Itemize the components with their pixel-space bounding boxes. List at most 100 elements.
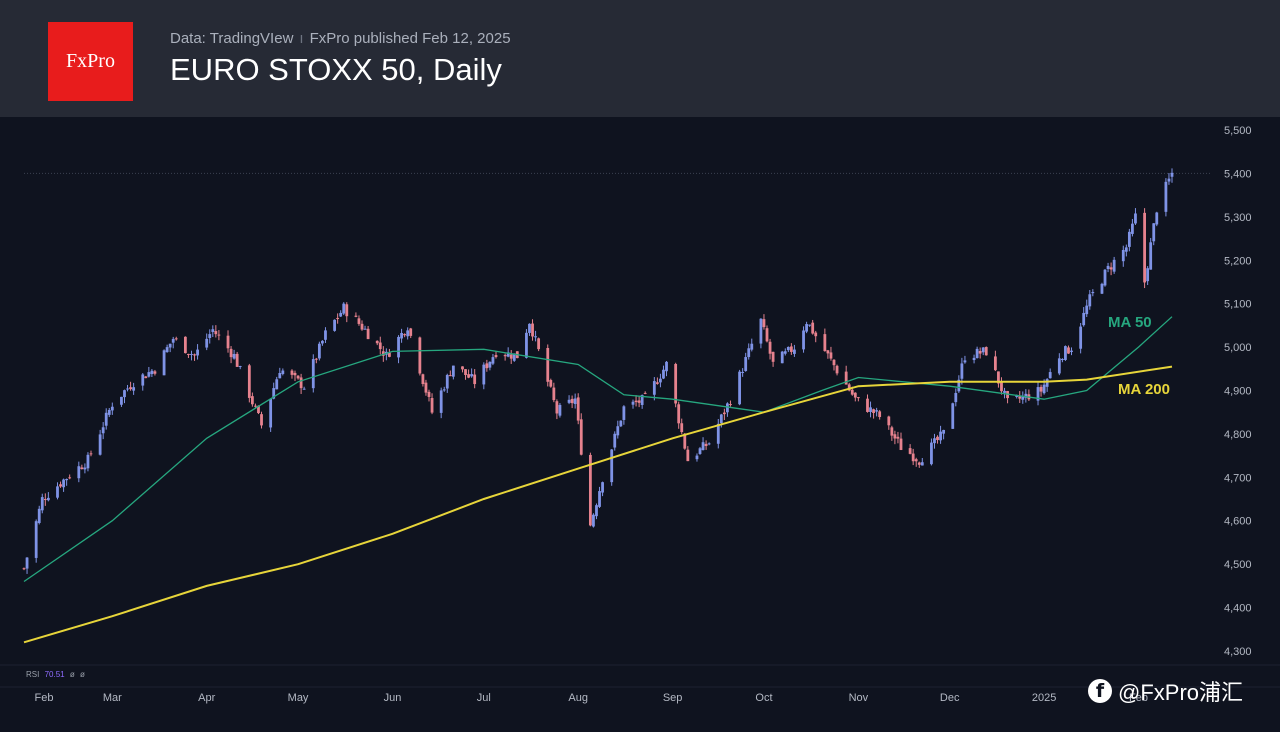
candle-body bbox=[1088, 294, 1092, 307]
candle-body bbox=[1112, 259, 1116, 272]
price-chart[interactable]: 4,300 4,400 4,500 4,600 4,700 4,800 4,900 5,000… bbox=[0, 117, 1280, 732]
candle-body bbox=[98, 434, 102, 455]
candle-body bbox=[1106, 265, 1110, 270]
candle-body bbox=[132, 387, 136, 391]
candle-body bbox=[1070, 350, 1073, 353]
y-tick-label: 5,200 bbox=[1224, 255, 1252, 267]
candle-body bbox=[942, 429, 946, 434]
candle-body bbox=[1021, 396, 1025, 400]
candle-body bbox=[978, 351, 982, 354]
candle-body bbox=[89, 453, 93, 455]
candle-body bbox=[448, 375, 452, 377]
candle-body bbox=[424, 382, 428, 393]
candle-body bbox=[314, 358, 318, 360]
candle-body bbox=[786, 346, 790, 351]
candle-body bbox=[162, 350, 166, 376]
candle-body bbox=[528, 323, 531, 333]
candle-body bbox=[707, 443, 711, 445]
x-tick-label: Oct bbox=[755, 692, 772, 704]
candle-body bbox=[187, 353, 190, 355]
x-tick-label: 2025 bbox=[1032, 692, 1056, 704]
x-tick-label: Nov bbox=[849, 692, 869, 704]
candle-body bbox=[993, 356, 997, 371]
candle-body bbox=[896, 436, 900, 439]
candle-body bbox=[1003, 390, 1006, 393]
x-tick-label: Feb bbox=[35, 692, 54, 704]
candle-body bbox=[260, 414, 263, 426]
candle-body bbox=[403, 334, 407, 336]
separator: ı bbox=[299, 30, 304, 47]
candle-body bbox=[1079, 326, 1083, 349]
candle-body bbox=[1164, 181, 1168, 212]
candle-body bbox=[981, 347, 985, 353]
candle-body bbox=[269, 398, 273, 428]
candle-body bbox=[247, 365, 251, 398]
candle-body bbox=[211, 329, 215, 332]
candle-body bbox=[467, 374, 470, 378]
watermark: f @FxPro浦汇 bbox=[1088, 676, 1243, 706]
candle-body bbox=[567, 399, 571, 403]
candle-body bbox=[808, 324, 812, 326]
candle-body bbox=[506, 352, 510, 357]
candle-body bbox=[257, 405, 260, 414]
candle-body bbox=[570, 398, 574, 404]
x-axis: Feb Mar Apr May Jun Jul Aug Sep Oct Nov Dec 2025 Feb bbox=[0, 664, 1280, 704]
candle-body bbox=[908, 448, 912, 454]
candle-body bbox=[546, 347, 550, 382]
candle-body bbox=[680, 423, 684, 433]
candle-body bbox=[165, 347, 169, 353]
candle-body bbox=[588, 454, 592, 526]
candle-body bbox=[491, 357, 495, 364]
y-tick-label: 5,000 bbox=[1224, 342, 1252, 354]
candle-body bbox=[622, 406, 626, 420]
y-tick-label: 5,400 bbox=[1224, 168, 1252, 180]
x-tick-label: Jul bbox=[477, 692, 491, 704]
candle-body bbox=[826, 350, 830, 354]
candle-body bbox=[1082, 312, 1086, 326]
candle-body bbox=[957, 379, 961, 392]
candle-body bbox=[388, 352, 391, 357]
candle-body bbox=[844, 371, 848, 385]
candle-body bbox=[768, 341, 772, 354]
candle-body bbox=[126, 388, 129, 390]
x-tick-label: Mar bbox=[103, 692, 122, 704]
candle-body bbox=[677, 404, 681, 424]
candle-body bbox=[464, 369, 467, 376]
candle-body bbox=[509, 354, 513, 359]
candle-body bbox=[640, 395, 644, 405]
candle-body bbox=[576, 397, 580, 421]
candle-body bbox=[336, 317, 340, 319]
candle-body bbox=[759, 318, 763, 344]
candle-body bbox=[339, 312, 343, 317]
candle-body bbox=[238, 366, 242, 368]
candle-body bbox=[917, 462, 921, 465]
candle-body bbox=[972, 357, 976, 361]
candle-body bbox=[147, 372, 151, 377]
candle-body bbox=[659, 378, 662, 383]
candle-body bbox=[729, 404, 732, 406]
candle-body bbox=[321, 340, 324, 344]
candle-body bbox=[1085, 305, 1089, 315]
candle-body bbox=[1152, 223, 1156, 242]
candle-body bbox=[850, 389, 854, 395]
candle-body bbox=[683, 433, 687, 449]
candle-body bbox=[1067, 347, 1070, 354]
candle-body bbox=[1045, 379, 1049, 387]
candle-body bbox=[613, 433, 617, 448]
candle-body bbox=[747, 348, 751, 358]
candle-body bbox=[997, 371, 1000, 384]
candle-body bbox=[488, 361, 492, 368]
candle-body bbox=[598, 491, 601, 507]
candle-body bbox=[144, 376, 148, 379]
candle-body bbox=[920, 462, 924, 466]
candle-body bbox=[254, 405, 257, 407]
candle-body bbox=[381, 351, 385, 356]
candle-body bbox=[835, 365, 839, 374]
candle-body bbox=[1091, 292, 1095, 294]
candle-body bbox=[214, 331, 218, 335]
candle-body bbox=[573, 398, 577, 404]
candle-body bbox=[643, 392, 647, 394]
x-tick-label: Feb bbox=[1129, 692, 1148, 704]
y-tick-label: 4,500 bbox=[1224, 559, 1252, 571]
series-labels: MA 50 MA 200 bbox=[1108, 314, 1170, 398]
